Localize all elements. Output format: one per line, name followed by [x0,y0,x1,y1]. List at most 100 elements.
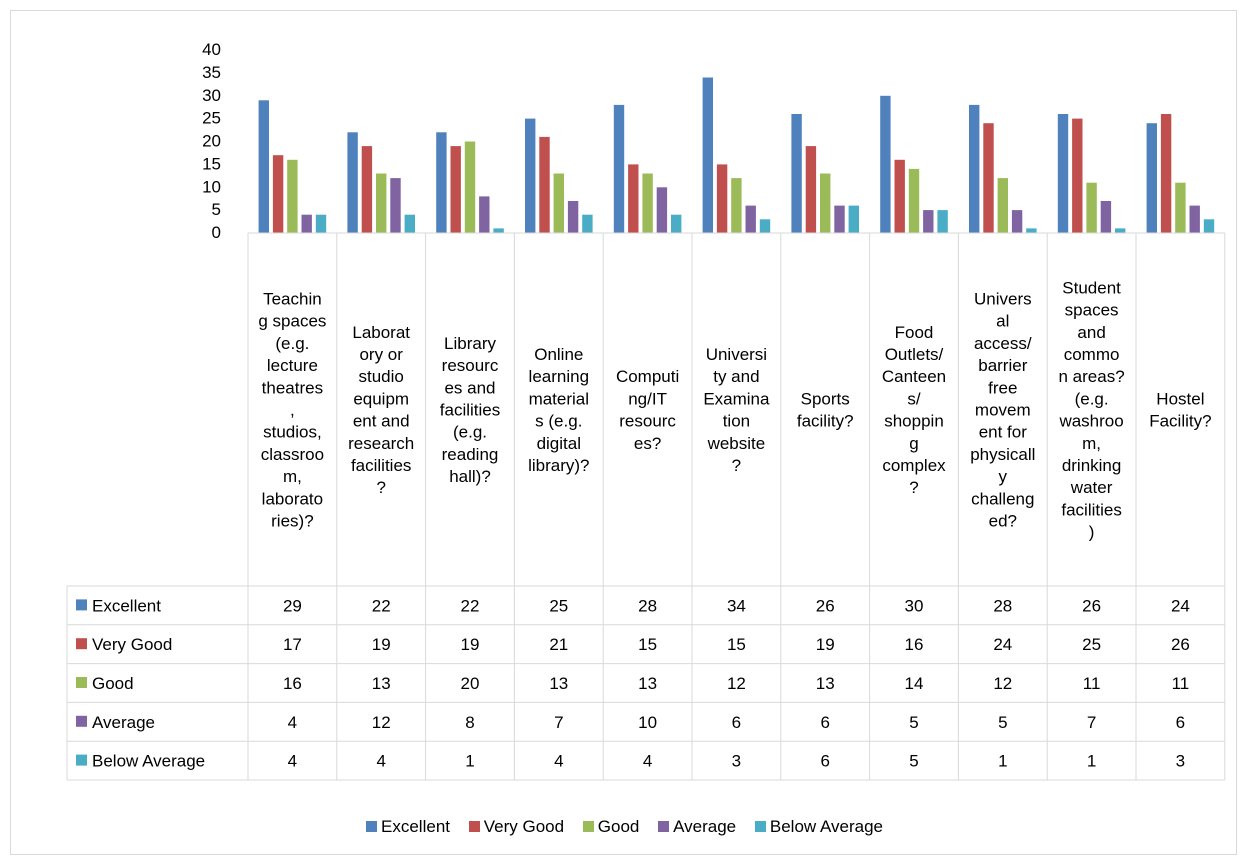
category-label-9-line-10: challeng [971,489,1034,508]
table-row-label-very-good: Very Good [92,635,172,654]
category-label-5: Computi ng/IT resourc es? [616,367,679,453]
legend-label-very-good: Very Good [483,816,565,836]
bar-average-2 [390,178,401,233]
table-cell-excellent-10: 26 [1082,596,1101,615]
category-label-11-line-1: Hostel [1156,389,1204,408]
category-label-7: Sports facility? [797,389,854,430]
table-cell-below-average-1: 4 [288,752,297,771]
category-label-1-line-4: lecture [267,356,318,375]
bar-below-average-4 [582,214,593,233]
legend-item-very-good: Very Good [468,816,565,837]
bar-excellent-2 [347,132,358,233]
category-label-4-line-5: digital [537,434,581,453]
table-key-very-good [76,638,87,650]
category-label-2-line-5: ent and [353,412,410,431]
bar-good-8 [908,168,920,233]
table-cell-very-good-2: 19 [372,635,391,654]
y-tick-label-30: 30 [202,86,221,105]
bar-excellent-3 [436,132,447,233]
table-cell-excellent-5: 28 [638,596,657,615]
bar-very-good-7 [805,146,817,233]
bar-good-9 [997,178,1008,233]
table-cell-below-average-7: 6 [820,752,829,771]
bar-very-good-11 [1160,114,1172,233]
category-label-8-line-3: Canteen [882,367,946,386]
table-cell-good-10: 11 [1083,674,1101,693]
category-label-3-line-5: (e.g. [453,423,487,442]
bar-excellent-1 [258,100,269,233]
category-label-4-line-2: learning [529,367,590,386]
y-tick-label-35: 35 [202,63,221,82]
table-cell-below-average-2: 4 [376,752,385,771]
table-cell-very-good-7: 19 [816,635,835,654]
category-label-8: Food Outlets/Canteen s/shoppin g complex? [882,323,946,497]
category-label-8-line-7: complex [882,456,946,475]
bar-very-good-8 [894,159,905,233]
bar-good-3 [464,141,476,233]
category-label-6-line-2: ty and [713,367,759,386]
bar-below-average-9 [1026,228,1037,233]
category-label-9-line-6: movem [975,401,1031,420]
category-label-5-line-1: Computi [616,367,679,386]
category-label-6-line-1: Universi [706,345,767,364]
category-label-3-line-1: Library [444,334,496,353]
category-label-6-line-3: Examina [703,389,770,408]
legend-label-excellent: Excellent [381,816,450,836]
category-label-8-line-2: Outlets/ [885,345,944,364]
category-label-6-line-4: tion [723,412,750,431]
table-cell-average-4: 7 [554,713,563,732]
category-label-1-line-7: studios, [263,423,322,442]
category-label-1-line-6: , [290,401,295,420]
category-label-2-line-7: facilities [351,456,411,475]
bar-below-average-3 [493,228,504,233]
bar-below-average-8 [937,210,948,233]
bar-very-good-5 [628,164,639,233]
table-cell-good-8: 14 [905,674,924,693]
category-label-10-line-6: (e.g. [1075,389,1109,408]
bar-good-7 [820,173,831,233]
table-key-below-average [76,754,87,766]
legend-swatch-very-good [468,820,480,832]
category-label-2-line-6: research [348,434,414,453]
bar-excellent-4 [525,118,536,233]
category-label-11-line-2: Facility? [1149,412,1211,431]
bar-below-average-2 [404,214,415,233]
category-label-9-line-8: physicall [970,445,1035,464]
table-cell-below-average-8: 5 [909,752,918,771]
table-key-good [76,677,87,688]
category-label-9-line-9: y [999,467,1008,486]
legend: Excellent Very Good Good Average Below A… [0,816,1249,837]
y-tick-label-10: 10 [202,177,221,196]
table-cell-below-average-4: 4 [554,752,563,771]
table-cell-very-good-10: 25 [1082,635,1101,654]
y-tick-label-5: 5 [212,200,221,219]
table-cell-good-7: 13 [816,674,835,693]
category-label-2-line-2: ory or [359,345,403,364]
legend-swatch-excellent [366,820,378,832]
category-label-9-line-11: ed? [989,512,1017,531]
table-cell-below-average-6: 3 [732,752,741,771]
table-cell-average-9: 5 [998,713,1007,732]
bar-average-1 [301,214,312,233]
legend-label-good: Good [597,816,640,836]
bar-average-4 [567,201,579,233]
category-label-10-line-5: n areas? [1059,367,1125,386]
table-cell-average-8: 5 [909,713,918,732]
bar-average-3 [479,196,490,233]
table-cell-good-4: 13 [549,674,568,693]
bar-below-average-7 [848,205,859,233]
category-label-10-line-10: water [1070,478,1113,497]
bar-very-good-6 [716,164,728,233]
legend-item-average: Average [658,817,736,837]
table-cell-excellent-2: 22 [372,596,391,615]
category-label-2-line-3: studio [359,367,404,386]
category-label-3: Library resourc es and facilities (e.g. readi… [440,334,500,486]
table-cell-average-2: 12 [372,713,391,732]
bar-average-6 [745,205,756,233]
category-label-2-line-1: Laborat [352,323,410,342]
table-cell-below-average-5: 4 [643,752,652,771]
bar-average-9 [1011,210,1023,233]
y-tick-label-0: 0 [212,223,221,242]
table-cell-excellent-8: 30 [905,596,924,615]
category-label-3-line-6: reading [442,445,499,464]
